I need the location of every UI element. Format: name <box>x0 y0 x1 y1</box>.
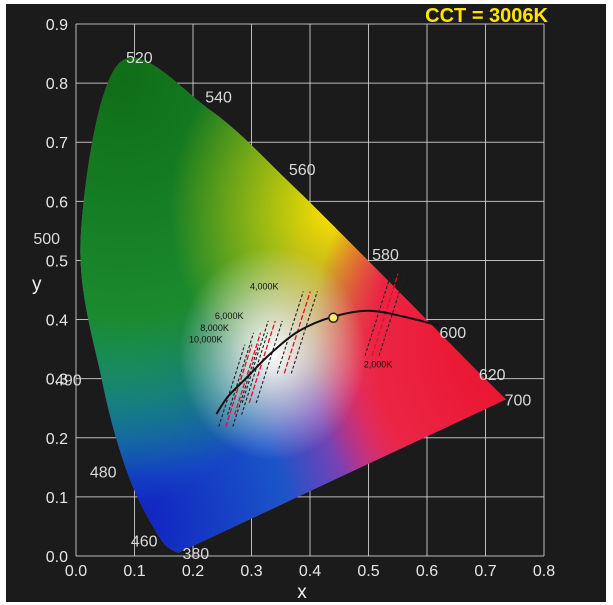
y-tick-label: 0.9 <box>46 17 68 34</box>
cct-isotherm-line <box>227 332 255 415</box>
y-tick-label: 0.4 <box>46 313 68 330</box>
cct-isotherm-line <box>290 291 318 374</box>
tick-labels: 0.0 0.1 0.2 0.3 0.4 0.5 0.6 0.7 0.8 0.0 0.1 0.2 0.3 0… <box>46 17 555 580</box>
cct-label: 8,000K <box>200 323 229 333</box>
cct-labels: 10,000K 8,000K 6,000K 4,000K 2,000K <box>189 281 392 369</box>
x-tick-label: 0.6 <box>416 563 438 580</box>
y-tick-label: 0.3 <box>46 372 68 389</box>
wavelength-label: 380 <box>182 546 209 563</box>
y-tick-label: 0.8 <box>46 76 68 93</box>
cct-isotherm-line <box>255 320 283 404</box>
cct-isotherm-line <box>218 344 246 427</box>
wavelength-label: 490 <box>55 373 82 390</box>
wavelength-label: 580 <box>372 247 399 264</box>
cct-isotherm-line <box>241 320 269 404</box>
cct-isotherm-line <box>276 291 304 374</box>
wavelength-label: 600 <box>439 325 466 342</box>
planckian-locus <box>215 309 439 415</box>
x-tick-label: 0.1 <box>123 563 145 580</box>
cct-isotherm-line <box>364 273 392 356</box>
y-tick-label: 0.7 <box>46 135 68 152</box>
cct-label: 6,000K <box>215 311 244 321</box>
cct-isotherm-line <box>233 332 262 415</box>
cct-isotherm-line <box>232 344 260 427</box>
wavelength-label: 520 <box>126 50 153 67</box>
y-tick-label: 0.2 <box>46 431 68 448</box>
cct-label: 10,000K <box>189 335 223 345</box>
wavelength-label: 560 <box>289 162 316 179</box>
y-tick-label: 0.1 <box>46 490 68 507</box>
cct-label: 2,000K <box>364 360 393 370</box>
y-tick-label: 0.5 <box>46 253 68 270</box>
y-axis-label: y <box>32 274 42 295</box>
y-tick-label: 0.0 <box>46 549 68 566</box>
measured-point <box>328 312 339 324</box>
x-axis-label: x <box>297 582 307 602</box>
cct-isotherm-line <box>371 273 399 356</box>
x-tick-label: 0.5 <box>357 563 379 580</box>
wavelength-label: 620 <box>479 367 506 384</box>
wavelength-label: 500 <box>33 231 60 248</box>
wavelength-label: 480 <box>90 464 117 481</box>
wavelength-labels: 380 460 480 490 500 520 540 560 580 600 620 700 <box>33 50 531 563</box>
x-tick-label: 0.4 <box>299 563 321 580</box>
x-tick-label: 0.2 <box>182 563 204 580</box>
x-tick-label: 0.3 <box>240 563 262 580</box>
wavelength-label: 700 <box>505 392 532 409</box>
cct-label: 4,000K <box>250 281 279 291</box>
chart-frame: 380 460 480 490 500 520 540 560 580 600 620 700 10,… <box>6 4 606 602</box>
cct-isotherm-line <box>241 332 269 415</box>
cie-chromaticity-chart: 380 460 480 490 500 520 540 560 580 600 620 700 10,… <box>32 5 555 602</box>
wavelength-label: 540 <box>205 89 232 106</box>
wavelength-label: 460 <box>131 533 158 550</box>
x-tick-label: 0.0 <box>65 563 87 580</box>
x-tick-label: 0.8 <box>533 563 555 580</box>
chart-title: CCT = 3006K <box>425 5 548 27</box>
cct-isotherm-line <box>378 273 406 356</box>
cct-isotherms <box>218 273 406 427</box>
y-tick-label: 0.6 <box>46 194 68 211</box>
x-tick-label: 0.7 <box>474 563 496 580</box>
